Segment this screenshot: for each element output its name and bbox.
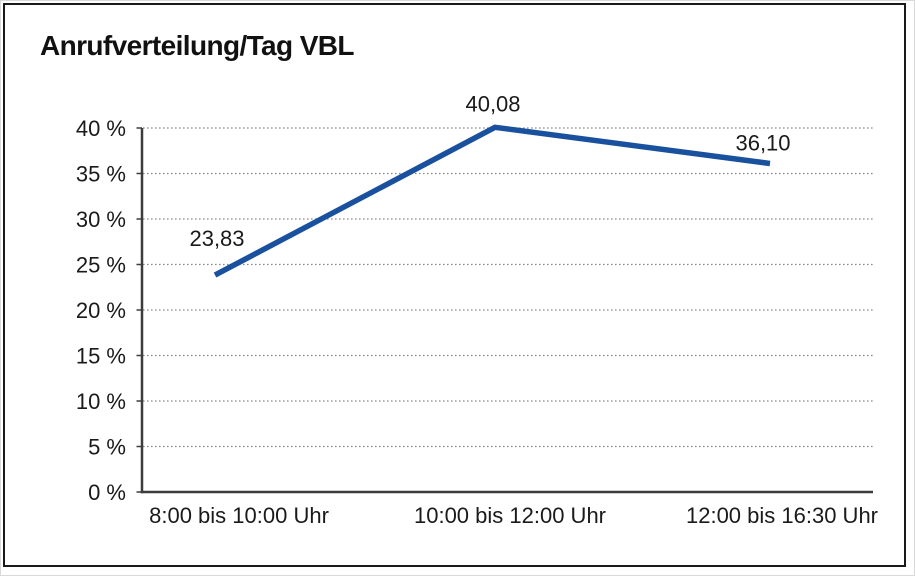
- y-tick-label: 30 %: [76, 207, 126, 232]
- x-category-label: 12:00 bis 16:30 Uhr: [686, 503, 878, 528]
- y-tick-label: 0 %: [88, 480, 126, 505]
- y-tick-label: 35 %: [76, 162, 126, 187]
- chart-frame: [3, 3, 906, 567]
- data-label: 40,08: [465, 91, 520, 116]
- y-tick-label: 40 %: [76, 116, 126, 141]
- y-tick-label: 25 %: [76, 253, 126, 278]
- y-tick-label: 5 %: [88, 435, 126, 460]
- y-tick-label: 10 %: [76, 389, 126, 414]
- y-tick-label: 20 %: [76, 298, 126, 323]
- x-category-label: 10:00 bis 12:00 Uhr: [414, 503, 606, 528]
- chart-title: Anrufverteilung/Tag VBL: [40, 30, 355, 61]
- data-label: 23,83: [189, 226, 244, 251]
- y-tick-label: 15 %: [76, 344, 126, 369]
- x-category-label: 8:00 bis 10:00 Uhr: [149, 503, 329, 528]
- data-label: 36,10: [735, 130, 790, 155]
- series-line: [213, 124, 771, 278]
